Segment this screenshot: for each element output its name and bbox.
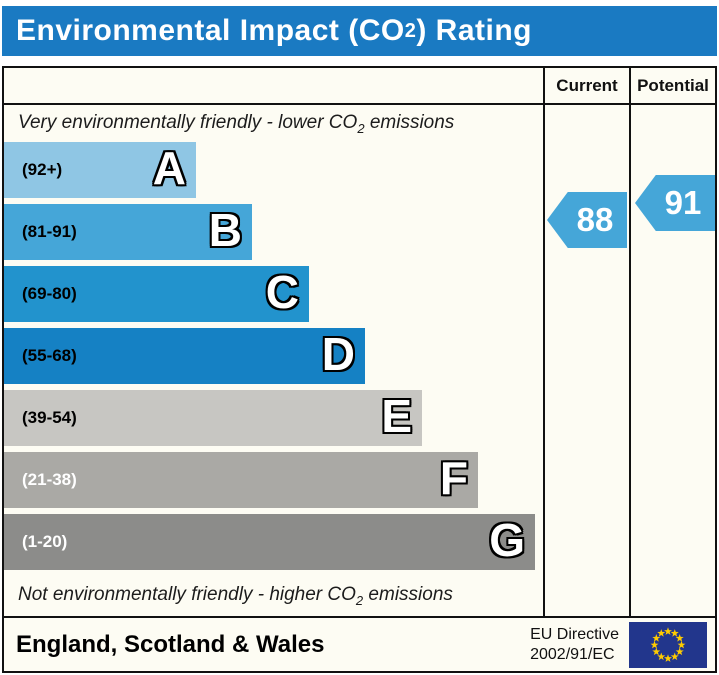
rating-table: Current Potential Very environmentally f… [2, 66, 717, 618]
bands-area: Very environmentally friendly - lower CO… [4, 105, 543, 616]
eu-directive-label: EU Directive 2002/91/EC [530, 625, 619, 663]
potential-column: 91 [629, 105, 715, 616]
band-d-letter: D [321, 328, 355, 381]
band-g-range: (1-20) [22, 532, 68, 551]
band-c-range: (69-80) [22, 284, 77, 303]
band-b-letter: B [208, 204, 242, 257]
title-text: Environmental Impact (CO [16, 14, 405, 47]
band-a-letter: A [152, 142, 186, 195]
footer: England, Scotland & Wales EU Directive 2… [2, 618, 717, 673]
band-b: (81-91) B [4, 204, 252, 260]
title-subscript: 2 [404, 19, 417, 42]
band-f-range: (21-38) [22, 470, 77, 489]
current-rating-arrow: 88 [547, 192, 627, 248]
potential-rating-arrow: 91 [635, 175, 715, 231]
region-label: England, Scotland & Wales [16, 630, 325, 658]
band-a: (92+) A [4, 142, 196, 198]
band-e-letter: E [381, 390, 412, 443]
band-c-letter: C [265, 266, 299, 319]
current-column: 88 [543, 105, 629, 616]
eu-flag-icon [629, 621, 707, 668]
band-a-range: (92+) [22, 160, 63, 179]
column-header-potential: Potential [629, 68, 715, 105]
caption-top: Very environmentally friendly - lower CO… [18, 111, 455, 136]
page-title: Environmental Impact (CO 2) Rating [2, 6, 717, 56]
band-d-range: (55-68) [22, 346, 77, 365]
band-g-letter: G [489, 514, 525, 567]
band-e-range: (39-54) [22, 408, 77, 427]
column-header-current: Current [543, 68, 629, 105]
band-g: (1-20) G [4, 514, 535, 570]
band-c: (69-80) C [4, 266, 309, 322]
band-b-range: (81-91) [22, 222, 77, 241]
caption-bottom: Not environmentally friendly - higher CO… [18, 584, 453, 608]
band-f: (21-38) F [4, 452, 478, 508]
band-e: (39-54) E [4, 390, 422, 446]
band-d: (55-68) D [4, 328, 365, 384]
band-f-letter: F [439, 452, 468, 505]
title-suffix: ) Rating [416, 14, 533, 47]
header-spacer [4, 68, 543, 105]
